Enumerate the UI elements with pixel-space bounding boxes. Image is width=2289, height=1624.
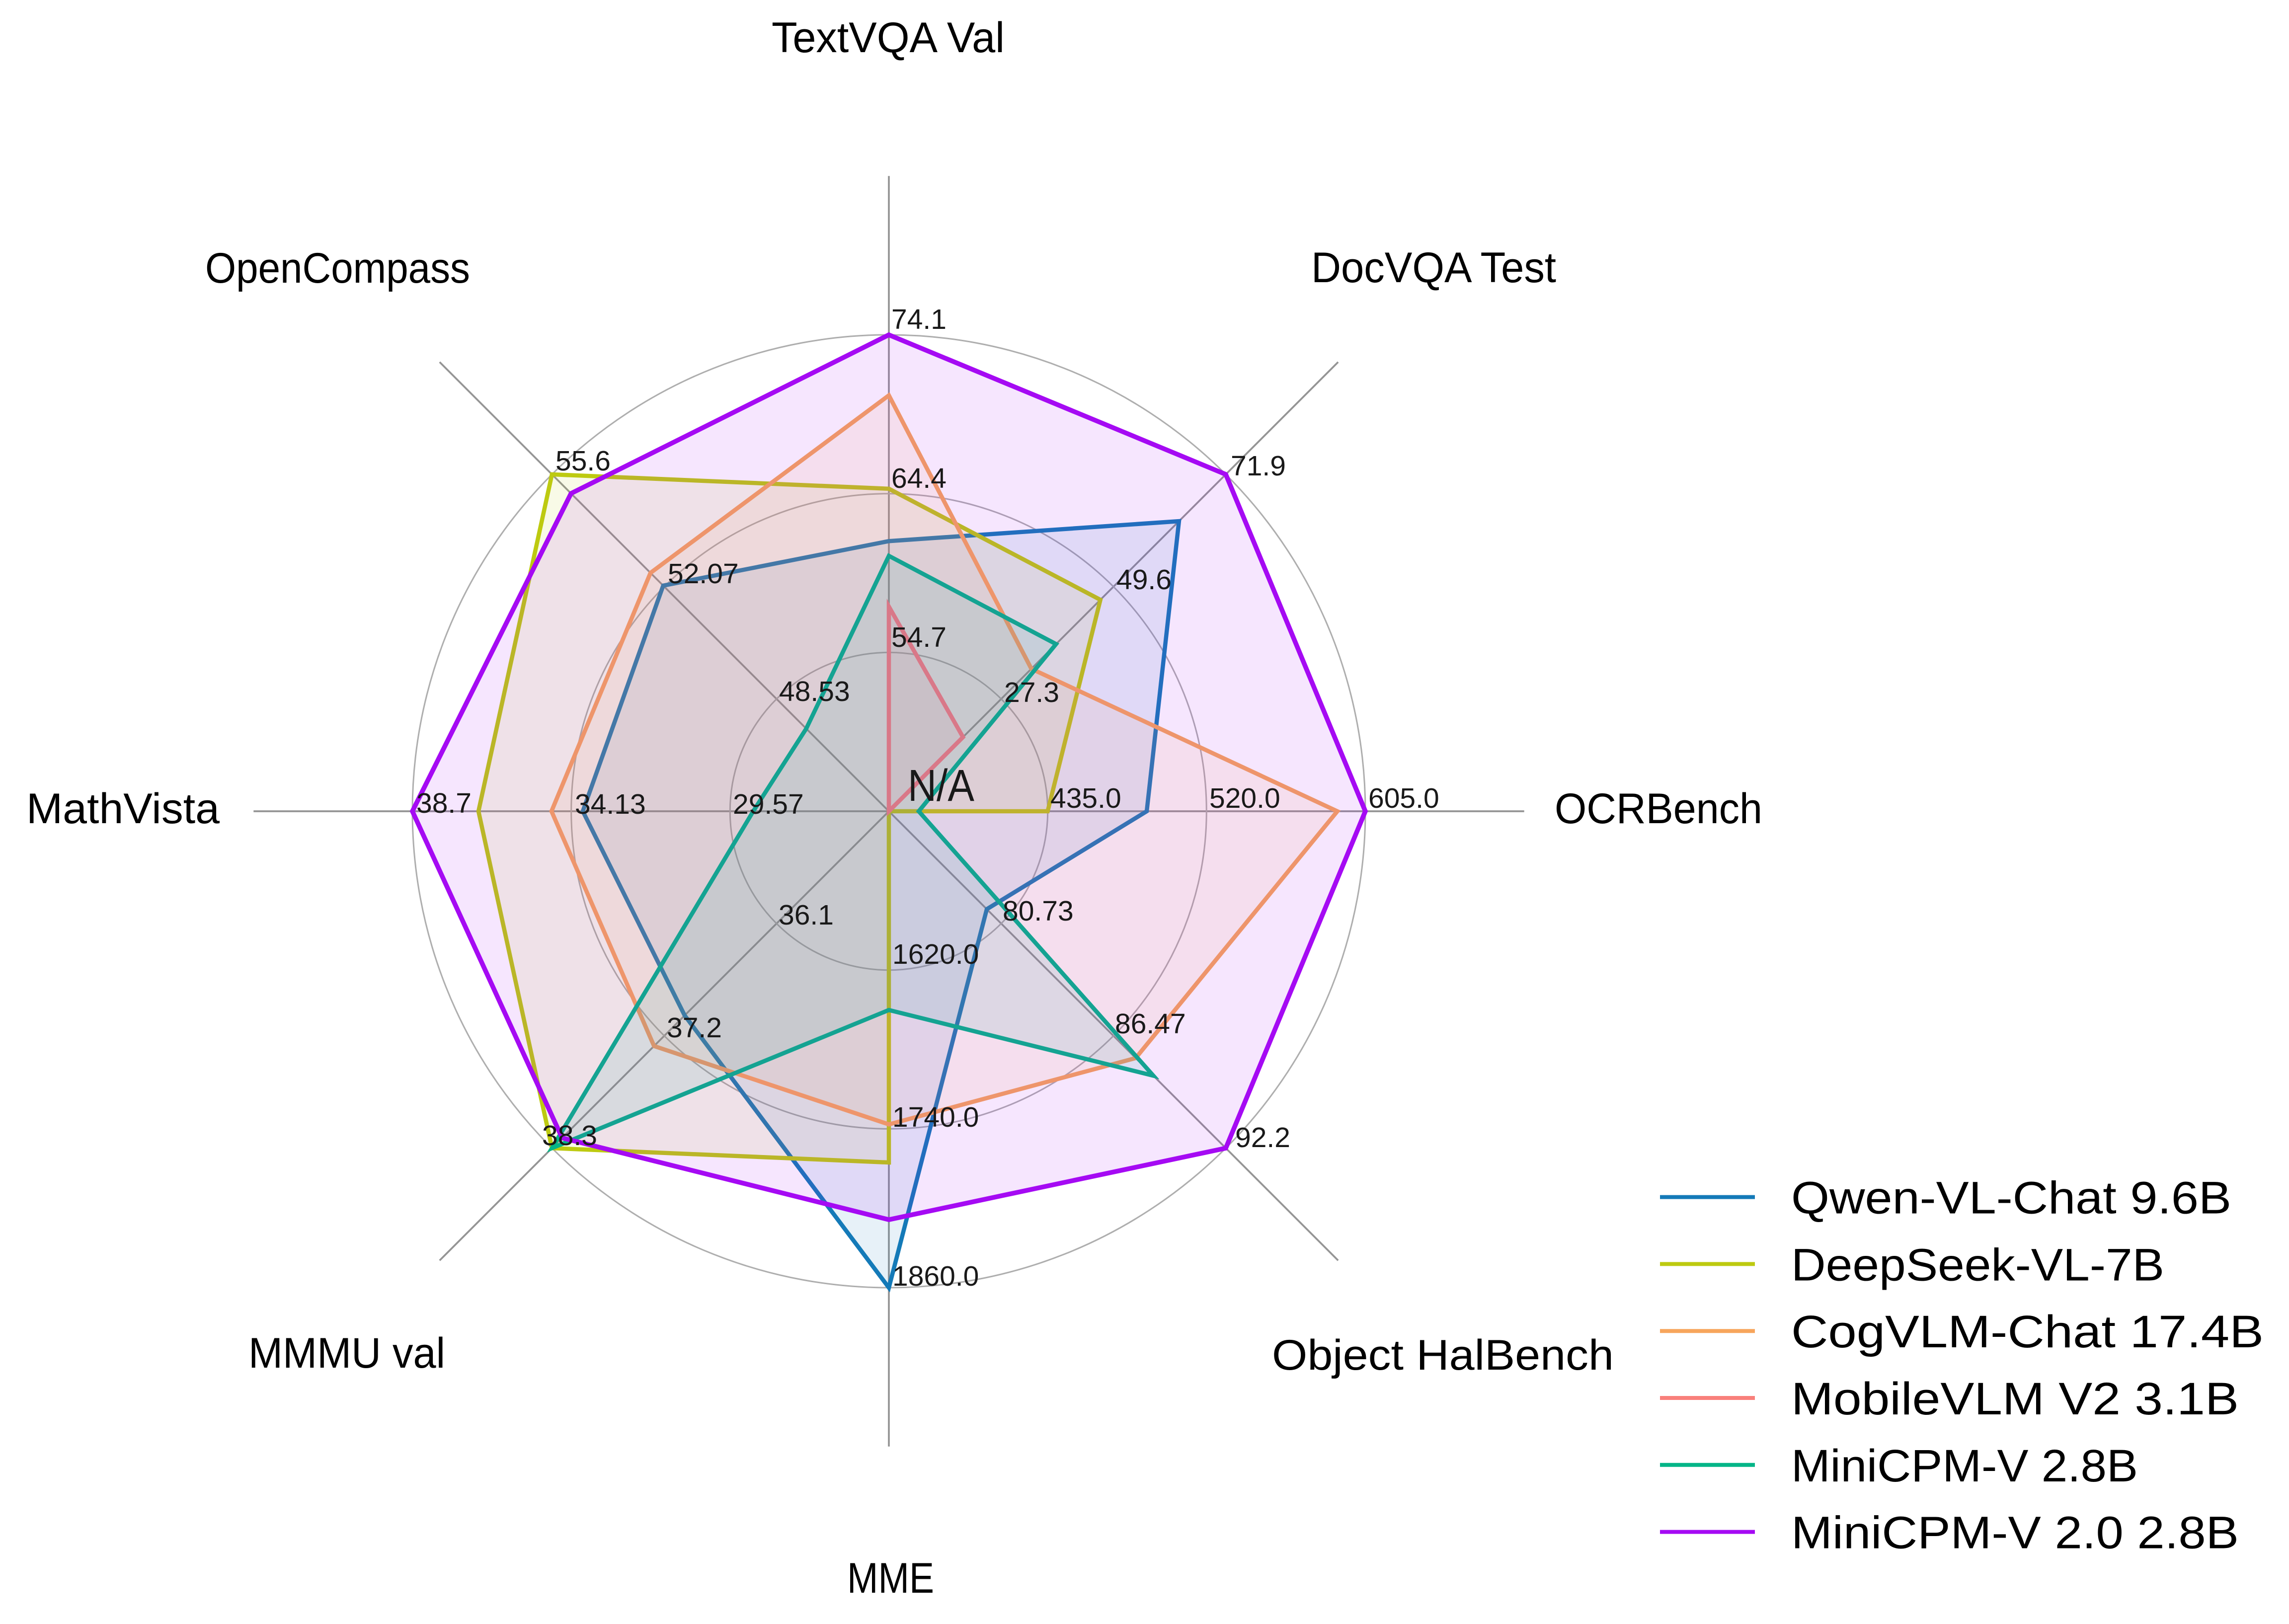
svg-text:1860.0: 1860.0 — [892, 1260, 979, 1292]
svg-text:OCRBench: OCRBench — [1555, 785, 1762, 833]
svg-text:Object HalBench: Object HalBench — [1272, 1331, 1614, 1379]
svg-text:38.7: 38.7 — [416, 787, 472, 819]
svg-text:80.73: 80.73 — [1003, 895, 1074, 927]
svg-text:48.53: 48.53 — [779, 676, 850, 707]
svg-text:92.2: 92.2 — [1235, 1122, 1290, 1154]
svg-text:MME: MME — [847, 1554, 934, 1602]
svg-text:55.6: 55.6 — [555, 445, 611, 477]
svg-text:49.6: 49.6 — [1116, 564, 1172, 596]
svg-text:N/A: N/A — [908, 761, 974, 811]
svg-text:37.2: 37.2 — [667, 1012, 722, 1044]
svg-text:520.0: 520.0 — [1209, 782, 1280, 814]
svg-text:OpenCompass: OpenCompass — [205, 244, 470, 292]
svg-text:MiniCPM-V 2.0 2.8B: MiniCPM-V 2.0 2.8B — [1791, 1508, 2239, 1558]
svg-text:605.0: 605.0 — [1368, 782, 1439, 814]
svg-text:1740.0: 1740.0 — [892, 1101, 979, 1133]
svg-text:29.57: 29.57 — [733, 788, 804, 820]
svg-text:86.47: 86.47 — [1115, 1008, 1186, 1040]
svg-text:27.3: 27.3 — [1004, 677, 1059, 708]
svg-text:CogVLM-Chat 17.4B: CogVLM-Chat 17.4B — [1791, 1307, 2264, 1357]
svg-text:36.1: 36.1 — [779, 899, 834, 931]
svg-text:MMMU val: MMMU val — [248, 1329, 445, 1377]
svg-text:435.0: 435.0 — [1050, 782, 1121, 814]
svg-text:MobileVLM V2 3.1B: MobileVLM V2 3.1B — [1791, 1374, 2239, 1424]
svg-text:34.13: 34.13 — [575, 788, 646, 820]
svg-text:74.1: 74.1 — [891, 304, 947, 335]
svg-text:Qwen-VL-Chat 9.6B: Qwen-VL-Chat 9.6B — [1791, 1173, 2231, 1224]
svg-text:1620.0: 1620.0 — [892, 938, 979, 970]
svg-text:71.9: 71.9 — [1231, 450, 1286, 482]
svg-text:64.4: 64.4 — [891, 463, 947, 494]
svg-text:TextVQA Val: TextVQA Val — [772, 14, 1005, 62]
svg-text:DeepSeek-VL-7B: DeepSeek-VL-7B — [1791, 1239, 2164, 1290]
svg-text:MathVista: MathVista — [26, 785, 220, 833]
svg-text:DocVQA Test: DocVQA Test — [1311, 244, 1556, 292]
svg-text:38.3: 38.3 — [542, 1120, 597, 1152]
svg-text:52.07: 52.07 — [668, 558, 739, 590]
svg-text:MiniCPM-V 2.8B: MiniCPM-V 2.8B — [1791, 1441, 2138, 1491]
svg-text:54.7: 54.7 — [891, 621, 947, 653]
